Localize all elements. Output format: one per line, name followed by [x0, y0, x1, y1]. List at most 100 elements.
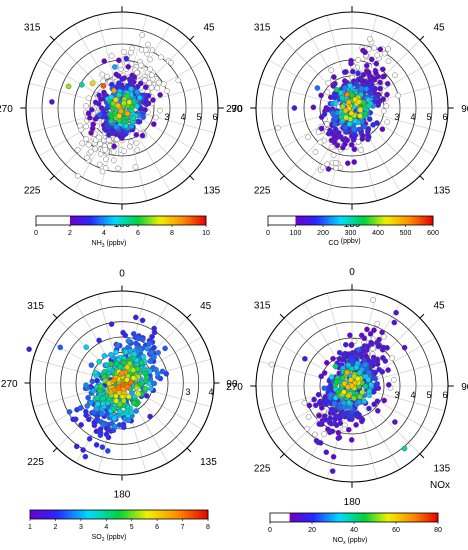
colorbar-segment	[190, 510, 194, 519]
scatter-point	[87, 115, 93, 121]
scatter-point	[138, 359, 145, 366]
angle-label: 225	[24, 186, 41, 197]
colorbar-segment	[175, 510, 179, 519]
colorbar-segment	[380, 216, 384, 225]
colorbar-segment	[290, 216, 294, 225]
scatter-point	[385, 58, 392, 65]
scatter-point	[100, 395, 107, 402]
colorbar-segment	[416, 216, 420, 225]
scatter-point	[333, 86, 340, 93]
scatter-point	[140, 114, 147, 120]
scatter-point	[108, 321, 115, 327]
scatter-point	[96, 92, 102, 99]
scatter-point	[325, 80, 332, 86]
colorbar-segment	[298, 513, 302, 522]
scatter-point	[111, 87, 117, 94]
polar-ring	[271, 305, 433, 467]
scatter-point	[127, 409, 134, 416]
colorbar-segment	[356, 513, 360, 522]
colorbar-segment	[98, 510, 102, 519]
scatter-point	[321, 111, 328, 117]
scatter-point	[82, 453, 89, 460]
scatter-point	[374, 99, 381, 106]
colorbar-segment	[196, 510, 200, 519]
colorbar-segment	[203, 216, 207, 225]
colorbar-segment	[342, 513, 346, 522]
colorbar-segment	[384, 513, 388, 522]
scatter-point	[345, 99, 352, 105]
scatter-point	[113, 349, 119, 356]
colorbar-segment	[368, 513, 372, 522]
colorbar-segment	[172, 510, 176, 519]
scatter-point	[332, 100, 339, 107]
scatter-point	[338, 89, 344, 96]
colorbar-segment	[424, 216, 428, 225]
scatter-point	[343, 410, 350, 416]
colorbar-segment	[268, 216, 272, 225]
colorbar-segment	[306, 216, 310, 225]
colorbar-tick-label: 200	[317, 230, 329, 237]
angle-label: 225	[27, 457, 44, 468]
colorbar-tick-label: 60	[392, 527, 400, 534]
angle-label: 315	[27, 301, 44, 312]
scatter-point	[370, 297, 376, 303]
colorbar-segment	[292, 513, 296, 522]
colorbar-segment	[348, 513, 352, 522]
scatter-point	[338, 134, 344, 140]
scatter-point	[146, 340, 152, 347]
scatter-point	[118, 108, 124, 114]
scatter-point	[139, 336, 146, 343]
scatter-point	[97, 151, 104, 157]
angle-tick	[419, 35, 425, 41]
colorbar-segment	[342, 216, 346, 225]
colorbar-segment	[36, 216, 40, 225]
scatter-point	[121, 359, 127, 366]
colorbar-segment	[135, 216, 139, 225]
colorbar-segment	[295, 216, 299, 225]
scatter-point	[368, 381, 375, 388]
colorbar-segment	[184, 510, 188, 519]
angle-tick	[419, 453, 425, 459]
scatter-point	[384, 91, 390, 98]
scatter-point	[377, 46, 384, 53]
scatter-point	[146, 80, 153, 86]
scatter-point	[314, 85, 321, 91]
angle-tick	[52, 313, 58, 319]
scatter-point	[91, 419, 97, 426]
scatter-point	[329, 468, 336, 474]
colorbar-tick-label: 8	[170, 230, 174, 237]
colorbar-segment	[174, 216, 179, 225]
scatter-point	[361, 123, 367, 130]
colorbar-segment	[298, 216, 302, 225]
scatter-points	[49, 32, 182, 179]
colorbar-segment	[172, 216, 176, 225]
scatter-point	[368, 339, 374, 346]
colorbar-tick-label: 6	[136, 230, 140, 237]
scatter-point	[143, 99, 149, 105]
colorbar-segment	[121, 510, 126, 519]
scatter-point	[348, 437, 355, 443]
colorbar-label-sub: x	[343, 540, 346, 546]
colorbar-segment	[180, 216, 184, 225]
colorbar-segment	[382, 513, 386, 522]
scatter-point	[321, 370, 328, 376]
scatter-point	[358, 418, 365, 425]
colorbar: 0 2 4 6 8 10 NH3 (ppbv)	[34, 215, 210, 249]
colorbar-tick-label: 2	[68, 230, 72, 237]
scatter-point	[372, 375, 379, 382]
colorbar-segment	[410, 513, 414, 522]
scatter-point	[113, 123, 119, 130]
scatter-point	[99, 168, 106, 175]
scatter-point	[111, 405, 117, 412]
colorbar-segment	[30, 510, 34, 519]
scatter-point	[96, 358, 102, 365]
scatter-point	[66, 409, 73, 415]
scatter-point	[374, 407, 381, 414]
scatter-point	[105, 448, 111, 454]
scatter-point	[323, 449, 330, 456]
colorbar-segment	[334, 513, 338, 522]
colorbar-segment	[118, 216, 122, 225]
colorbar-segment	[325, 216, 329, 225]
scatter-point	[374, 398, 381, 405]
angle-label: 45	[200, 301, 212, 312]
